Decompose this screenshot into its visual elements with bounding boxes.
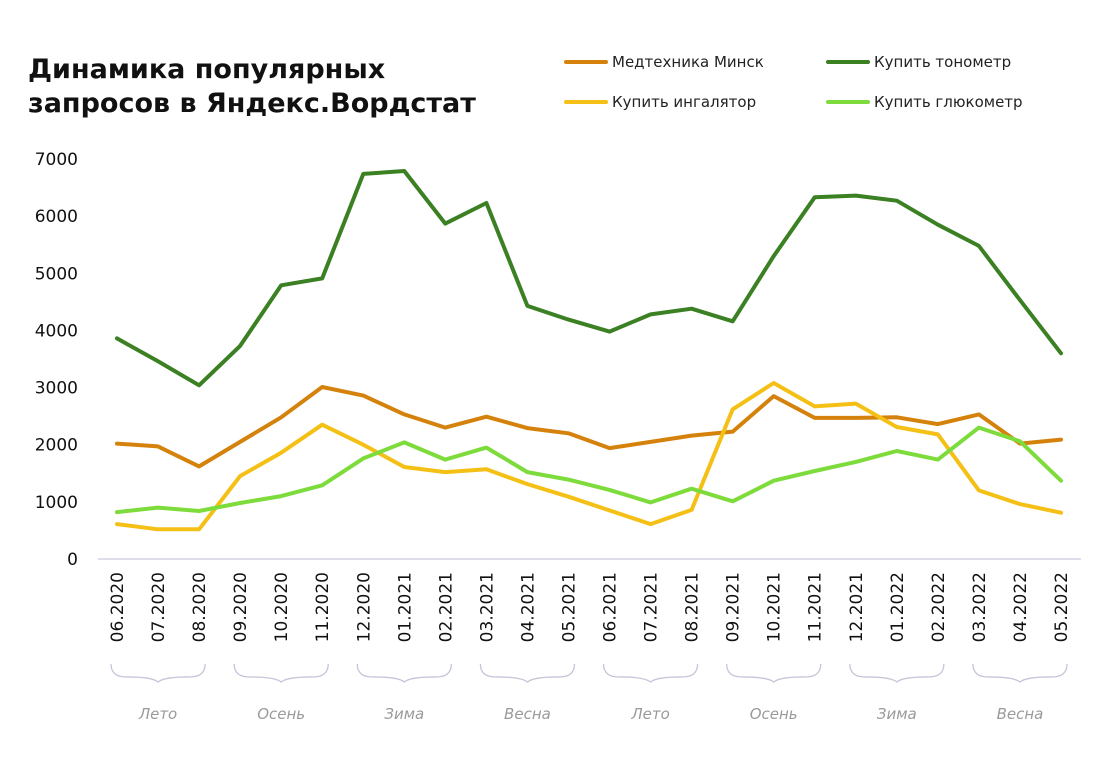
legend-label: Купить тонометр xyxy=(874,53,1011,71)
x-tick-label: 10.2020 xyxy=(272,572,292,642)
x-tick-label: 11.2021 xyxy=(806,572,826,642)
x-tick-label: 12.2020 xyxy=(354,572,374,642)
season-brace xyxy=(726,663,822,683)
series-lines xyxy=(115,169,1063,532)
season-label: Весна xyxy=(997,705,1044,723)
season-brace xyxy=(356,663,452,683)
x-tick-label: 03.2022 xyxy=(970,572,990,642)
season-label: Зима xyxy=(384,705,424,723)
y-tick-label: 1000 xyxy=(35,493,78,513)
season-label: Лето xyxy=(630,705,669,723)
chart-title-line-1: Динамика популярных xyxy=(28,54,385,85)
x-tick-label: 03.2021 xyxy=(477,572,497,642)
season-label: Лето xyxy=(138,705,177,723)
season-brace xyxy=(972,663,1068,683)
x-tick-label: 11.2020 xyxy=(313,572,333,642)
series-line-4 xyxy=(115,425,1063,515)
season-brace xyxy=(849,663,945,683)
season-label: Осень xyxy=(750,705,798,723)
x-tick-label: 10.2021 xyxy=(765,572,785,642)
legend-label: Медтехника Минск xyxy=(612,53,764,71)
x-tick-label: 08.2021 xyxy=(683,572,703,642)
x-tick-label: 01.2021 xyxy=(395,572,415,642)
y-tick-label: 0 xyxy=(67,550,78,570)
legend-label: Купить глюкометр xyxy=(874,93,1023,111)
x-tick-label: 07.2021 xyxy=(642,572,662,642)
y-tick-label: 7000 xyxy=(35,150,78,170)
x-tick-label: 09.2020 xyxy=(231,572,251,642)
season-brace xyxy=(479,663,576,683)
legend-label: Купить ингалятор xyxy=(612,93,756,111)
season-groups: Лето Осень Зима Весна Лето Осень Зима Весна xyxy=(110,663,1068,723)
legend: Медтехника Минск Купить тонометр Купить ин… xyxy=(564,53,1023,111)
chart-title-line-2: запросов в Яндекс.Вордстат xyxy=(28,88,476,119)
season-label: Весна xyxy=(504,705,551,723)
x-tick-label: 06.2020 xyxy=(108,572,128,642)
x-tick-label: 02.2022 xyxy=(929,572,949,642)
y-tick-label: 2000 xyxy=(35,436,78,456)
y-tick-label: 6000 xyxy=(35,207,78,227)
season-brace xyxy=(110,663,206,683)
series-line-3 xyxy=(115,381,1063,532)
season-label: Осень xyxy=(257,705,305,723)
x-tick-label: 04.2021 xyxy=(518,572,538,642)
x-tick-label: 05.2021 xyxy=(559,572,579,642)
x-tick-label: 08.2020 xyxy=(190,572,210,642)
season-brace xyxy=(233,663,329,683)
season-label: Зима xyxy=(877,705,917,723)
x-tick-label: 02.2021 xyxy=(436,572,456,642)
y-tick-label: 3000 xyxy=(35,379,78,399)
x-tick-label: 05.2022 xyxy=(1052,572,1072,642)
series-line-1 xyxy=(115,385,1063,469)
x-tick-label: 04.2022 xyxy=(1011,572,1031,642)
x-tick-label: 01.2022 xyxy=(888,572,908,642)
x-tick-label: 09.2021 xyxy=(724,572,744,642)
season-brace xyxy=(602,663,699,683)
series-line-2 xyxy=(115,169,1063,388)
axes: 0 1000 2000 3000 4000 5000 6000 7000 06.2020 07.2… xyxy=(35,150,1081,642)
x-tick-label: 07.2020 xyxy=(149,572,169,642)
x-tick-label: 12.2021 xyxy=(847,572,867,642)
y-tick-label: 4000 xyxy=(35,321,78,341)
y-tick-label: 5000 xyxy=(35,264,78,284)
x-tick-label: 06.2021 xyxy=(601,572,621,642)
